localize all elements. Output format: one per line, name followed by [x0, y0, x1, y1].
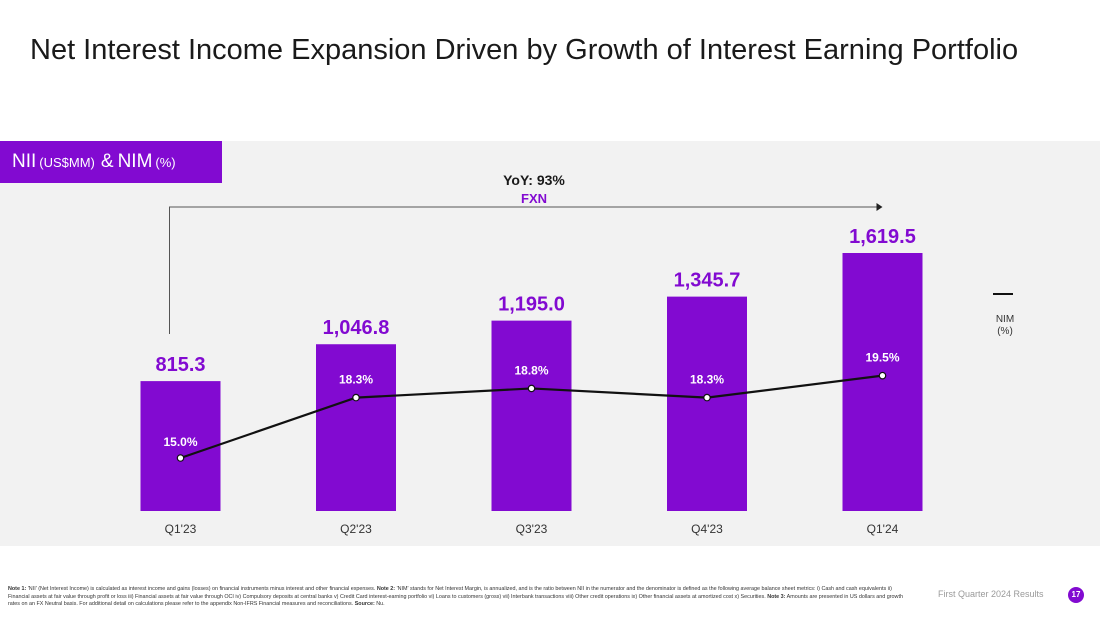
- legend-nim-label: NIM (%): [985, 314, 1025, 338]
- nim-point-2: [352, 393, 360, 402]
- footer-report-label: First Quarter 2024 Results: [938, 589, 1044, 599]
- nii-bar-4: [667, 296, 747, 511]
- tag-nim-unit: (%): [155, 154, 176, 170]
- nii-value-label-3: 1,195.0: [498, 294, 565, 316]
- nii-bar-3: [491, 320, 572, 511]
- tag-amp: &: [100, 151, 114, 172]
- source-text: Nu.: [374, 601, 385, 608]
- tag-nii: NII: [12, 151, 37, 172]
- nii-bar-1: [140, 381, 221, 511]
- note1-text: 'NII' (Net Interest Income) is calculate…: [26, 586, 377, 592]
- x-tick-label-5: Q1'24: [867, 522, 899, 536]
- nim-value-label-3: 18.8%: [514, 363, 548, 377]
- nii-value-label-4: 1,345.7: [674, 270, 741, 292]
- fxn-label: FXN: [521, 191, 547, 206]
- nim-value-label-1: 15.0%: [163, 435, 197, 449]
- yoy-bracket-line: [169, 206, 877, 334]
- yoy-arrowhead-icon: [876, 203, 883, 211]
- legend-nim-text: NIM: [995, 314, 1015, 325]
- yoy-growth-label: YoY: 93%: [503, 172, 565, 188]
- nim-point-5: [878, 371, 887, 380]
- note2-text: 'NIM' stands for Net Interest Margin, is…: [8, 586, 892, 600]
- nim-value-label-2: 18.3%: [339, 373, 373, 387]
- nii-value-label-2: 1,046.8: [323, 317, 390, 339]
- nii-bar-2: [316, 344, 396, 511]
- x-tick-label-4: Q4'23: [691, 522, 723, 536]
- chart-title-tag: NII (US$MM) & NIM (%): [0, 141, 222, 183]
- x-tick-label-1: Q1'23: [165, 522, 197, 536]
- nim-point-3: [527, 384, 536, 393]
- legend-nim-unit: (%): [997, 326, 1013, 337]
- nii-value-label-1: 815.3: [155, 354, 205, 376]
- note3-label: Note 3:: [767, 593, 786, 600]
- nii-bar-5: [842, 253, 923, 511]
- source-label: Source:: [354, 601, 375, 608]
- page-number-badge: 17: [1068, 587, 1084, 603]
- nim-value-label-4: 18.3%: [690, 373, 724, 387]
- x-tick-label-3: Q3'23: [516, 522, 548, 536]
- nim-value-label-5: 19.5%: [865, 351, 899, 365]
- nim-point-4: [703, 393, 711, 402]
- x-tick-label-2: Q2'23: [340, 522, 372, 536]
- nim-point-1: [176, 454, 185, 462]
- tag-nim: NIM: [117, 151, 153, 172]
- footnote: Note 1: 'NII' (Net Interest Income) is c…: [8, 586, 913, 609]
- note3-text: Amounts are presented in US dollars and …: [8, 593, 903, 608]
- nii-nim-chart: YoY: 93% FXN 815.3 Q1'23 1,046.8 Q2'23 1,195.…: [140, 172, 923, 536]
- legend-nim-line-icon: [993, 293, 1013, 295]
- note1-label: Note 1:: [8, 586, 27, 592]
- nii-value-label-5: 1,619.5: [849, 226, 916, 248]
- tag-nii-unit: (US$MM): [39, 154, 95, 170]
- note2-label: Note 2:: [376, 586, 396, 592]
- page-title: Net Interest Income Expansion Driven by …: [30, 34, 1019, 66]
